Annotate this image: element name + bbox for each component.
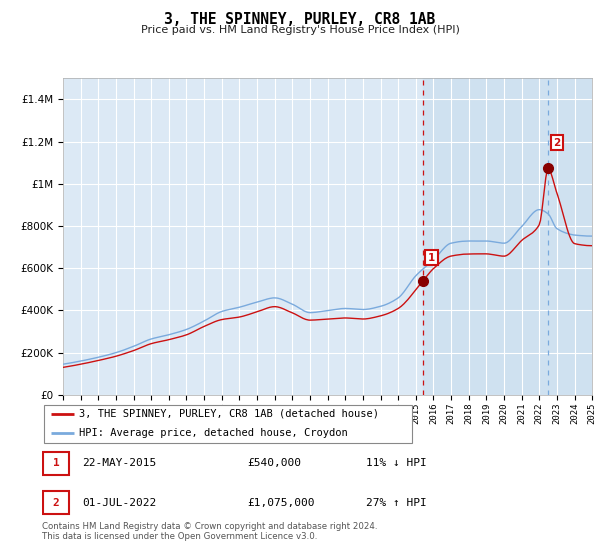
Text: 2: 2 — [53, 498, 59, 507]
Text: 2: 2 — [553, 138, 560, 148]
Text: 3, THE SPINNEY, PURLEY, CR8 1AB: 3, THE SPINNEY, PURLEY, CR8 1AB — [164, 12, 436, 27]
Bar — [575, 78, 592, 395]
FancyBboxPatch shape — [44, 405, 412, 443]
Text: 1: 1 — [428, 253, 435, 263]
Text: 27% ↑ HPI: 27% ↑ HPI — [366, 498, 427, 507]
Text: HPI: Average price, detached house, Croydon: HPI: Average price, detached house, Croy… — [79, 428, 348, 438]
Text: £540,000: £540,000 — [247, 459, 301, 468]
Text: 01-JUL-2022: 01-JUL-2022 — [83, 498, 157, 507]
Text: Price paid vs. HM Land Registry's House Price Index (HPI): Price paid vs. HM Land Registry's House … — [140, 25, 460, 35]
FancyBboxPatch shape — [43, 492, 69, 514]
Text: Contains HM Land Registry data © Crown copyright and database right 2024.
This d: Contains HM Land Registry data © Crown c… — [42, 522, 377, 542]
Text: 3, THE SPINNEY, PURLEY, CR8 1AB (detached house): 3, THE SPINNEY, PURLEY, CR8 1AB (detache… — [79, 409, 379, 419]
Text: £1,075,000: £1,075,000 — [247, 498, 314, 507]
Bar — [422, 78, 592, 395]
Text: 11% ↓ HPI: 11% ↓ HPI — [366, 459, 427, 468]
Text: 1: 1 — [53, 459, 59, 468]
FancyBboxPatch shape — [43, 452, 69, 475]
Text: 22-MAY-2015: 22-MAY-2015 — [83, 459, 157, 468]
